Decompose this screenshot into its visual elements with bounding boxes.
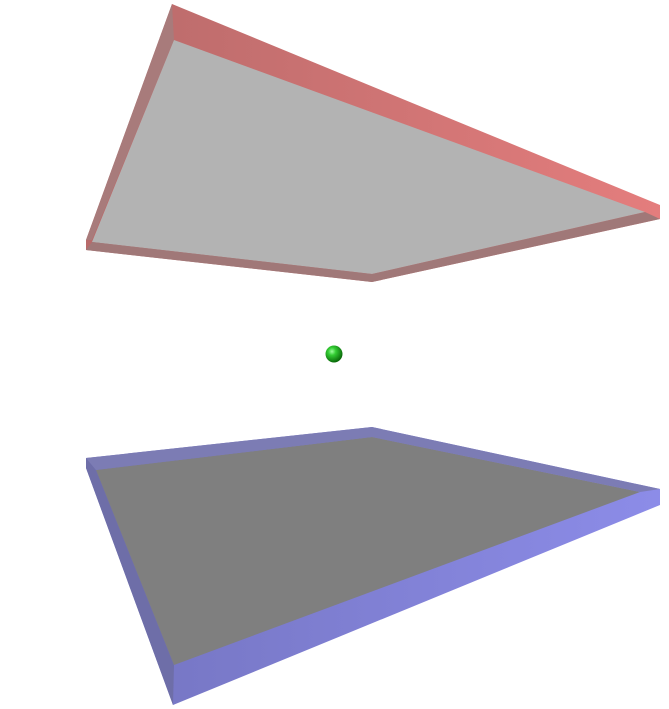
bottom-plate-back-rim — [86, 427, 660, 492]
center-sphere[interactable] — [325, 345, 343, 363]
top-plate-side-edge — [86, 4, 174, 240]
top-plate[interactable] — [86, 4, 660, 282]
bottom-plate-side-edge — [86, 458, 174, 705]
top-plate-face — [92, 40, 645, 274]
bottom-plate-face — [96, 437, 640, 665]
bottom-plate[interactable] — [86, 427, 660, 705]
top-plate-front-rim — [86, 212, 660, 282]
